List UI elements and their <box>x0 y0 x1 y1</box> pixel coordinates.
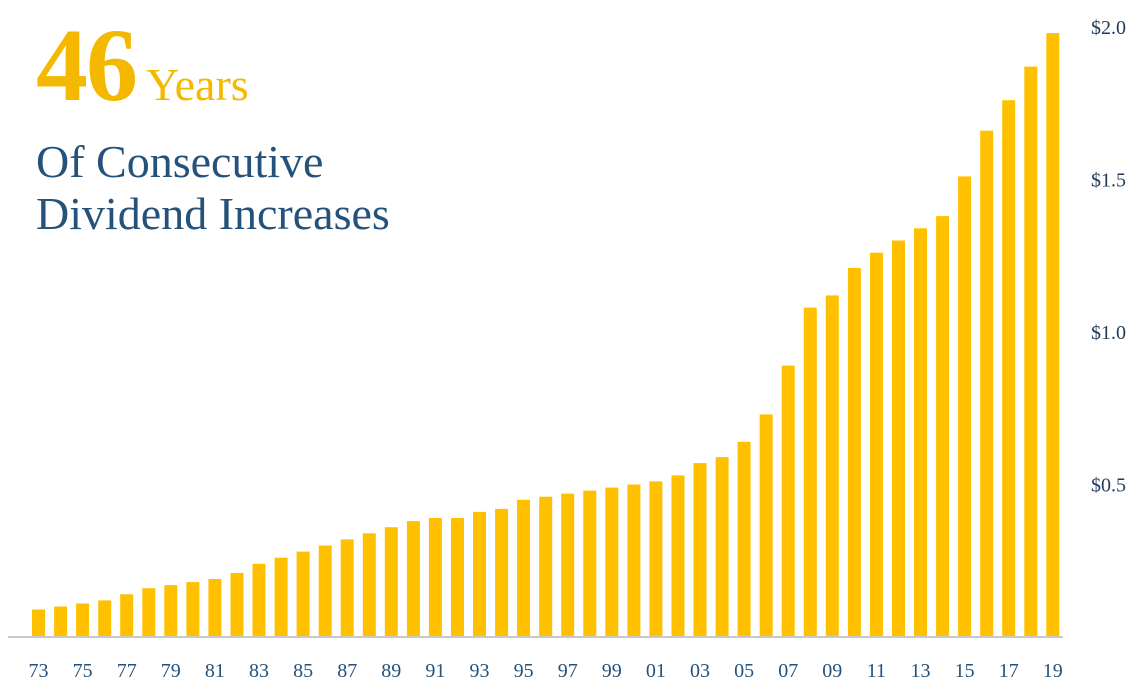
y-tick-labels: $0.5 $1.0 $1.5 $2.0 <box>1091 17 1126 497</box>
x-tick-11: 11 <box>867 660 886 679</box>
x-tick-13: 13 <box>911 660 931 679</box>
bar-13 <box>914 228 927 638</box>
bars-group <box>32 33 1060 638</box>
y-tick-0.5: $0.5 <box>1091 475 1126 497</box>
bar-82 <box>230 573 244 637</box>
chart-subtitle: Of Consecutive Dividend Increases <box>36 136 556 240</box>
bar-93 <box>473 511 486 637</box>
bar-17 <box>1002 100 1016 637</box>
bar-03 <box>693 463 707 637</box>
bar-18 <box>1024 66 1038 638</box>
bar-95 <box>517 499 531 638</box>
bar-85 <box>296 551 310 637</box>
bar-98 <box>583 490 597 637</box>
bar-01 <box>649 481 663 637</box>
subtitle-line-1: Of Consecutive <box>36 136 324 187</box>
bar-89 <box>384 527 398 637</box>
bar-00 <box>627 484 641 637</box>
bar-91 <box>428 518 442 637</box>
headline: 46 Years <box>36 14 249 118</box>
x-tick-01: 01 <box>646 660 666 679</box>
bar-10 <box>847 267 861 637</box>
x-tick-73: 73 <box>29 660 49 679</box>
bar-77 <box>120 594 134 637</box>
bar-76 <box>98 600 112 637</box>
bar-73 <box>32 609 45 637</box>
x-tick-15: 15 <box>955 660 975 679</box>
x-tick-17: 17 <box>999 660 1019 679</box>
x-tick-85: 85 <box>293 660 313 679</box>
bar-84 <box>274 557 288 637</box>
bar-14 <box>936 216 950 637</box>
bar-79 <box>164 585 178 637</box>
x-tick-91: 91 <box>425 660 445 679</box>
years-count: 46 <box>36 8 138 123</box>
x-tick-97: 97 <box>558 660 578 679</box>
bar-07 <box>781 365 795 637</box>
x-tick-03: 03 <box>690 660 710 679</box>
y-tick-2: $2.0 <box>1091 17 1126 39</box>
x-tick-93: 93 <box>470 660 490 679</box>
bar-97 <box>561 493 575 637</box>
bar-99 <box>605 487 619 637</box>
bar-87 <box>340 539 354 637</box>
bar-78 <box>142 588 156 637</box>
bar-92 <box>451 518 464 637</box>
bar-06 <box>759 414 773 638</box>
bar-83 <box>252 563 266 637</box>
x-tick-07: 07 <box>778 660 798 679</box>
bar-80 <box>186 582 200 637</box>
years-word: Years <box>146 59 249 110</box>
x-tick-81: 81 <box>205 660 225 679</box>
bar-81 <box>208 579 222 637</box>
bar-19 <box>1046 33 1060 638</box>
bar-74 <box>54 606 68 637</box>
bar-15 <box>958 176 972 637</box>
x-tick-95: 95 <box>514 660 534 679</box>
x-tick-83: 83 <box>249 660 269 679</box>
bar-08 <box>803 307 817 637</box>
x-tick-99: 99 <box>602 660 622 679</box>
y-tick-1.5: $1.5 <box>1091 170 1126 192</box>
y-tick-1: $1.0 <box>1091 322 1126 344</box>
bar-90 <box>406 521 420 637</box>
bar-96 <box>539 496 553 637</box>
subtitle-line-2: Dividend Increases <box>36 188 390 239</box>
bar-09 <box>825 295 839 637</box>
bar-86 <box>318 545 332 637</box>
bar-88 <box>362 533 376 637</box>
x-tick-77: 77 <box>117 660 137 679</box>
x-tick-labels: 73 75 77 79 81 83 85 87 89 91 93 95 97 99 01 03 05 07 09 11… <box>29 660 1063 679</box>
x-tick-89: 89 <box>381 660 401 679</box>
x-tick-05: 05 <box>734 660 754 679</box>
bar-12 <box>892 240 905 637</box>
x-tick-87: 87 <box>337 660 357 679</box>
bar-16 <box>980 130 994 637</box>
x-tick-75: 75 <box>73 660 93 679</box>
x-tick-19: 19 <box>1043 660 1063 679</box>
x-tick-79: 79 <box>161 660 181 679</box>
bar-11 <box>869 252 883 637</box>
x-tick-09: 09 <box>822 660 842 679</box>
bar-02 <box>671 475 685 638</box>
bar-94 <box>495 508 509 637</box>
bar-05 <box>737 441 751 637</box>
bar-75 <box>76 603 90 637</box>
bar-04 <box>715 457 729 637</box>
